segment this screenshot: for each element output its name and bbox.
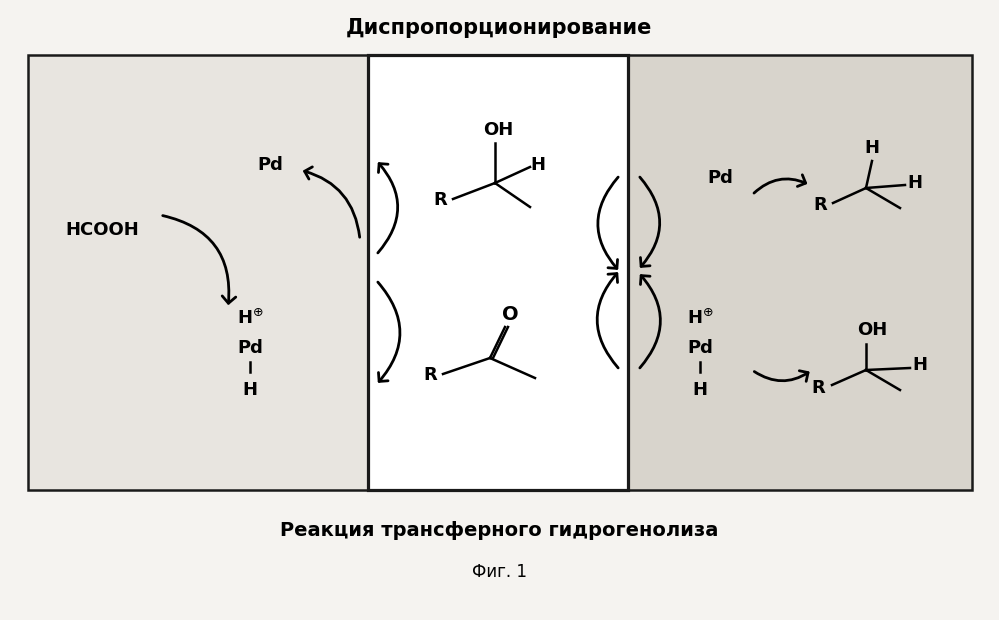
Text: R: R xyxy=(434,191,447,209)
Text: H: H xyxy=(912,356,927,374)
Text: OH: OH xyxy=(857,321,887,339)
Text: H: H xyxy=(864,139,879,157)
Text: H$^{\oplus}$: H$^{\oplus}$ xyxy=(237,308,264,328)
Bar xyxy=(628,55,972,490)
Text: R: R xyxy=(424,366,437,384)
Text: O: O xyxy=(501,306,518,324)
Text: H$^{\oplus}$: H$^{\oplus}$ xyxy=(686,308,713,328)
Text: Pd: Pd xyxy=(707,169,733,187)
Text: HCOOH: HCOOH xyxy=(65,221,139,239)
Text: H: H xyxy=(907,174,922,192)
Text: H: H xyxy=(243,381,258,399)
Text: OH: OH xyxy=(483,121,513,139)
Text: H: H xyxy=(530,156,545,174)
Text: Pd: Pd xyxy=(237,339,263,357)
Text: Фиг. 1: Фиг. 1 xyxy=(472,563,526,581)
Text: Pd: Pd xyxy=(257,156,283,174)
Text: R: R xyxy=(813,196,827,214)
Text: Реакция трансферного гидрогенолиза: Реакция трансферного гидрогенолиза xyxy=(280,521,718,539)
Bar xyxy=(368,55,628,490)
Bar xyxy=(28,55,368,490)
Text: Pd: Pd xyxy=(687,339,713,357)
Text: H: H xyxy=(692,381,707,399)
Text: R: R xyxy=(811,379,825,397)
Text: Диспропорционирование: Диспропорционирование xyxy=(346,18,652,38)
